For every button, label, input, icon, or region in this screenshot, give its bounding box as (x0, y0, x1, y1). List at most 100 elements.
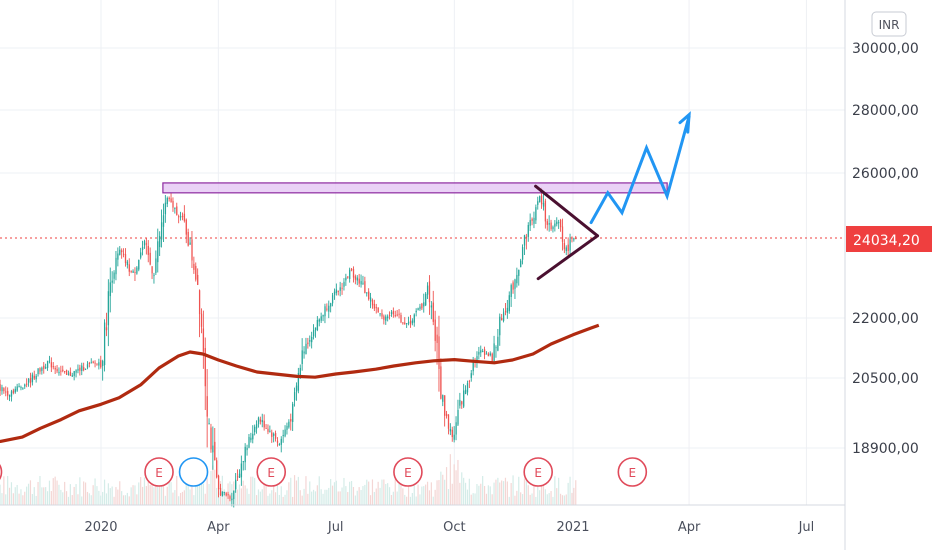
volume-bar (128, 496, 130, 505)
volume-bar (468, 478, 470, 505)
volume-bar (121, 491, 123, 505)
volume-bar (117, 489, 119, 505)
earnings-marker[interactable]: E (523, 457, 553, 487)
candle-body (459, 399, 461, 406)
candle-body (149, 252, 151, 265)
earnings-marker[interactable]: E (617, 457, 648, 487)
dividend-marker[interactable] (178, 457, 209, 487)
volume-bar (373, 491, 375, 505)
triangle-lower-trendline[interactable] (536, 234, 600, 281)
earnings-marker-label: E (404, 466, 412, 480)
volume-bar (504, 477, 507, 505)
candle-body (480, 350, 482, 353)
moving-average-line (0, 323, 600, 444)
volume-bar (440, 471, 442, 505)
candle-body (326, 308, 328, 310)
volume-bar (41, 487, 43, 505)
candle-body (364, 281, 366, 294)
volume-bar (371, 479, 374, 505)
volume-bars (0, 454, 577, 505)
earnings-marker[interactable]: E (256, 457, 287, 487)
candle-body (485, 353, 488, 355)
candle-body (236, 476, 239, 478)
volume-bar (170, 482, 172, 505)
volume-bar (263, 475, 265, 505)
projection-path[interactable] (589, 114, 691, 225)
earnings-marker[interactable]: E (144, 457, 174, 487)
candle-body (98, 362, 100, 366)
candle-body (468, 381, 471, 383)
candle-body (510, 285, 512, 298)
volume-bar (52, 478, 54, 505)
candle-body (375, 307, 377, 309)
volume-bar (217, 492, 220, 505)
candle-body (113, 272, 115, 279)
candle-body (502, 312, 505, 321)
volume-bar (540, 477, 543, 505)
candle-body (379, 313, 381, 315)
candle-body (102, 360, 104, 366)
volume-bar (474, 493, 476, 505)
candle-body (62, 369, 64, 372)
time-tick-label: Apr (678, 520, 701, 535)
earnings-marker[interactable]: E (393, 457, 423, 487)
volume-bar (447, 489, 450, 505)
candle-body (159, 236, 161, 248)
volume-bar (244, 485, 246, 505)
volume-bar (162, 477, 165, 505)
volume-bar (265, 483, 267, 505)
candle-body (366, 292, 368, 294)
volume-bar (303, 488, 305, 505)
candle-body (529, 220, 531, 226)
candle-body (369, 297, 372, 302)
candle-body (79, 367, 81, 371)
volume-bar (235, 483, 237, 505)
volume-bar (445, 467, 448, 505)
volume-bar (198, 480, 201, 505)
volume-bar (299, 490, 301, 505)
candle-body (216, 460, 218, 478)
volume-bar (350, 480, 353, 505)
candle-body (339, 287, 341, 291)
resistance-zone[interactable] (162, 182, 668, 194)
volume-bar (314, 491, 317, 505)
volume-bar (282, 496, 284, 505)
volume-bar (172, 492, 174, 505)
candle-body (531, 218, 533, 221)
candle-body (358, 278, 360, 284)
volume-bar (248, 493, 250, 505)
currency-label: INR (879, 18, 900, 32)
candle-body (252, 433, 254, 440)
volume-bar (98, 490, 100, 505)
volume-bar (113, 496, 115, 505)
candle-body (497, 336, 499, 351)
candle-body (335, 289, 338, 294)
volume-bar (320, 489, 322, 505)
candle-body (377, 307, 379, 313)
candle-body (451, 429, 453, 438)
candle-body (495, 347, 497, 349)
candle-body (193, 263, 195, 270)
volume-bar (542, 485, 545, 505)
volume-bar (362, 486, 364, 505)
candle-body (69, 371, 72, 376)
volume-bar (341, 487, 343, 505)
candle-body (453, 434, 455, 440)
volume-bar (407, 477, 410, 505)
candle-body (225, 493, 227, 496)
price-tick-label: 22000,00 (852, 311, 919, 327)
volume-bar (92, 485, 94, 505)
volume-bar (358, 487, 360, 505)
candle-body (212, 445, 214, 453)
triangle-upper-trendline[interactable] (534, 184, 600, 238)
earnings-marker[interactable]: E (0, 458, 3, 486)
volume-bar (149, 485, 151, 505)
volume-bar (328, 487, 330, 505)
candle-body (501, 317, 503, 321)
volume-bar (425, 484, 427, 505)
volume-bar (495, 479, 497, 505)
currency-badge[interactable]: INR (871, 11, 907, 37)
volume-bar (307, 493, 309, 505)
candle-body (219, 487, 222, 496)
